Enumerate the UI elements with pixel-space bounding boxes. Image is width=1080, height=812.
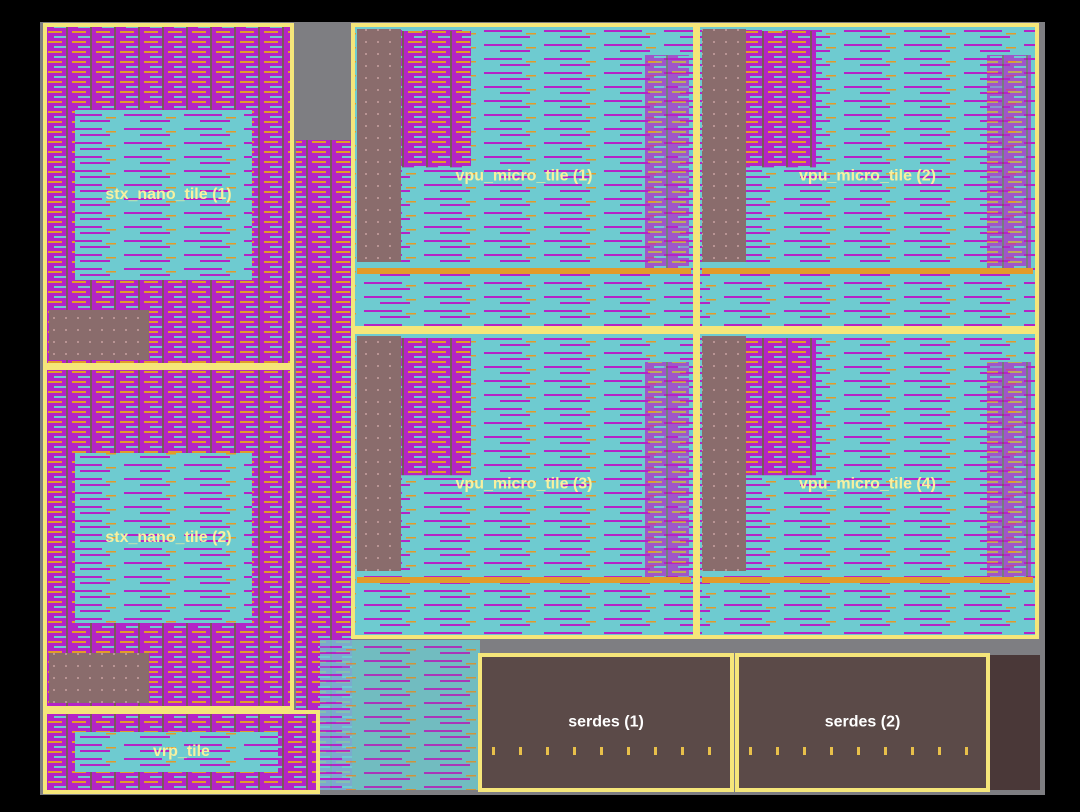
tiles: stx_nano_tile (1) stx_nano_tile (2) vrp_ti…: [45, 25, 1037, 792]
routing-channel: [320, 640, 480, 790]
tile-label: vpu_micro_tile (2): [799, 168, 936, 185]
pin: [830, 747, 833, 755]
pin: [546, 747, 549, 755]
orange-band: [702, 577, 1033, 583]
tile: vpu_micro_tile (3): [353, 332, 695, 637]
chip-layout: stx_nano_tile (1) stx_nano_tile (2) vrp_ti…: [0, 0, 1080, 812]
tile: serdes (2): [737, 655, 988, 790]
pin: [749, 747, 752, 755]
pin: [681, 747, 684, 755]
pin: [573, 747, 576, 755]
tile: vpu_micro_tile (1): [353, 25, 695, 328]
macro-column: [702, 29, 746, 262]
pin: [803, 747, 806, 755]
macro-block: [49, 310, 149, 360]
corner-block: [990, 655, 1040, 790]
tile-label: stx_nano_tile (1): [105, 186, 231, 203]
orange-band: [702, 268, 1033, 274]
tile-label: vpu_micro_tile (1): [456, 168, 593, 185]
pin: [965, 747, 968, 755]
logic-edge: [645, 362, 689, 577]
logic-band: [401, 338, 471, 475]
pin: [776, 747, 779, 755]
tile: vpu_micro_tile (2): [698, 25, 1037, 328]
tile-label: serdes (1): [568, 714, 644, 731]
pin: [627, 747, 630, 755]
orange-band: [357, 577, 691, 583]
logic-edge: [987, 55, 1031, 268]
logic-edge: [987, 362, 1031, 577]
tile-label: vpu_micro_tile (4): [799, 476, 936, 493]
tile: stx_nano_tile (2): [45, 368, 292, 708]
logic-band: [746, 31, 816, 167]
tile-label: vpu_micro_tile (3): [456, 476, 593, 493]
pin: [857, 747, 860, 755]
tile: vrp_tile: [45, 712, 318, 792]
tile-label: vrp_tile: [153, 743, 210, 760]
tile: stx_nano_tile (1): [45, 25, 292, 365]
macro-block: [49, 653, 149, 703]
logic-band: [746, 338, 816, 475]
logic-band: [401, 31, 471, 167]
tile: serdes (1): [480, 655, 732, 790]
pin: [884, 747, 887, 755]
pin: [600, 747, 603, 755]
pin: [519, 747, 522, 755]
macro-column: [357, 336, 401, 571]
orange-band: [357, 268, 691, 274]
tile-label: stx_nano_tile (2): [105, 529, 231, 546]
pin: [492, 747, 495, 755]
pin: [654, 747, 657, 755]
pin: [938, 747, 941, 755]
tile-label: serdes (2): [825, 714, 901, 731]
pin: [708, 747, 711, 755]
logic-edge: [645, 55, 689, 268]
macro-column: [702, 336, 746, 571]
macro-column: [357, 29, 401, 262]
tile: vpu_micro_tile (4): [698, 332, 1037, 637]
pin: [911, 747, 914, 755]
